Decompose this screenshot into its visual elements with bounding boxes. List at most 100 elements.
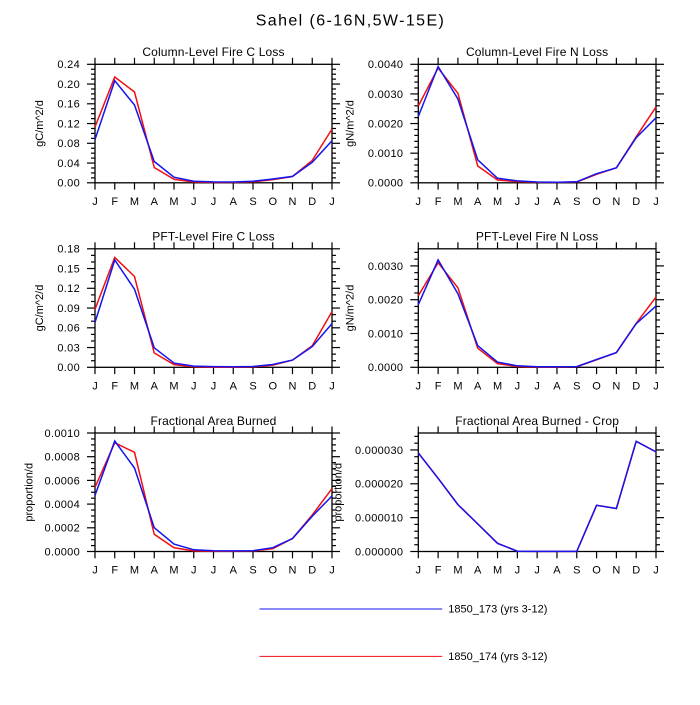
svg-text:0.000020: 0.000020 bbox=[355, 479, 403, 491]
svg-text:J: J bbox=[191, 381, 197, 393]
svg-text:M: M bbox=[453, 196, 462, 208]
svg-text:0.0020: 0.0020 bbox=[368, 118, 403, 130]
svg-text:0.24: 0.24 bbox=[57, 59, 80, 71]
svg-text:N: N bbox=[289, 565, 297, 577]
svg-text:J: J bbox=[515, 565, 521, 577]
svg-text:N: N bbox=[612, 381, 620, 393]
svg-text:Sahel (6-16N,5W-15E): Sahel (6-16N,5W-15E) bbox=[256, 13, 446, 30]
svg-text:J: J bbox=[515, 381, 521, 393]
svg-text:O: O bbox=[592, 196, 601, 208]
svg-text:0.00: 0.00 bbox=[57, 178, 80, 190]
svg-text:J: J bbox=[211, 381, 217, 393]
svg-text:N: N bbox=[612, 565, 620, 577]
svg-text:J: J bbox=[211, 196, 217, 208]
svg-text:gC/m^2/d: gC/m^2/d bbox=[34, 285, 46, 332]
svg-text:Column-Level Fire C Loss: Column-Level Fire C Loss bbox=[142, 45, 284, 59]
svg-text:M: M bbox=[493, 196, 502, 208]
svg-text:0.18: 0.18 bbox=[57, 244, 80, 256]
svg-text:0.0000: 0.0000 bbox=[368, 178, 403, 190]
svg-text:N: N bbox=[612, 196, 620, 208]
svg-text:0.0000: 0.0000 bbox=[368, 362, 403, 374]
svg-text:J: J bbox=[515, 196, 521, 208]
svg-text:M: M bbox=[453, 381, 462, 393]
svg-text:PFT-Level Fire C Loss: PFT-Level Fire C Loss bbox=[152, 230, 275, 244]
svg-text:A: A bbox=[151, 196, 159, 208]
svg-text:O: O bbox=[268, 565, 277, 577]
svg-text:0.12: 0.12 bbox=[57, 118, 80, 130]
svg-text:Column-Level Fire N Loss: Column-Level Fire N Loss bbox=[466, 45, 608, 59]
svg-text:0.16: 0.16 bbox=[57, 99, 80, 111]
svg-text:J: J bbox=[329, 381, 335, 393]
svg-text:0.0010: 0.0010 bbox=[368, 328, 403, 340]
svg-text:A: A bbox=[474, 565, 482, 577]
svg-text:J: J bbox=[653, 196, 659, 208]
svg-text:O: O bbox=[268, 381, 277, 393]
svg-text:0.03: 0.03 bbox=[57, 342, 80, 354]
svg-text:F: F bbox=[111, 196, 118, 208]
svg-text:D: D bbox=[308, 381, 316, 393]
svg-text:O: O bbox=[592, 381, 601, 393]
svg-text:A: A bbox=[553, 196, 561, 208]
svg-text:Fractional Area Burned - Crop: Fractional Area Burned - Crop bbox=[455, 414, 619, 428]
svg-text:0.0002: 0.0002 bbox=[45, 523, 80, 535]
svg-text:O: O bbox=[268, 196, 277, 208]
svg-text:F: F bbox=[111, 381, 118, 393]
svg-text:0.12: 0.12 bbox=[57, 283, 80, 295]
svg-text:A: A bbox=[151, 381, 159, 393]
svg-text:J: J bbox=[92, 381, 98, 393]
svg-text:0.0004: 0.0004 bbox=[45, 499, 80, 511]
svg-text:M: M bbox=[169, 381, 178, 393]
svg-text:0.20: 0.20 bbox=[57, 79, 80, 91]
svg-text:J: J bbox=[534, 381, 540, 393]
svg-text:S: S bbox=[573, 565, 580, 577]
svg-text:M: M bbox=[130, 381, 139, 393]
svg-text:J: J bbox=[416, 381, 422, 393]
svg-text:J: J bbox=[211, 565, 217, 577]
svg-text:J: J bbox=[92, 196, 98, 208]
svg-text:0.0008: 0.0008 bbox=[45, 452, 80, 464]
svg-text:0.00: 0.00 bbox=[57, 362, 80, 374]
svg-text:0.0030: 0.0030 bbox=[368, 261, 403, 273]
svg-text:M: M bbox=[493, 381, 502, 393]
svg-text:PFT-Level Fire N Loss: PFT-Level Fire N Loss bbox=[476, 230, 599, 244]
svg-text:proportion/d: proportion/d bbox=[23, 463, 35, 522]
svg-text:0.09: 0.09 bbox=[57, 303, 80, 315]
svg-text:J: J bbox=[653, 565, 659, 577]
svg-text:M: M bbox=[130, 196, 139, 208]
svg-text:A: A bbox=[553, 381, 561, 393]
svg-text:J: J bbox=[416, 196, 422, 208]
svg-text:M: M bbox=[453, 565, 462, 577]
svg-text:A: A bbox=[474, 381, 482, 393]
svg-text:0.04: 0.04 bbox=[57, 158, 80, 170]
svg-text:proportion/d: proportion/d bbox=[333, 463, 345, 522]
svg-text:J: J bbox=[653, 381, 659, 393]
svg-text:S: S bbox=[249, 565, 256, 577]
svg-text:S: S bbox=[249, 196, 256, 208]
svg-text:J: J bbox=[534, 565, 540, 577]
svg-text:F: F bbox=[435, 196, 442, 208]
svg-text:J: J bbox=[191, 196, 197, 208]
svg-text:0.0020: 0.0020 bbox=[368, 295, 403, 307]
svg-text:0.0010: 0.0010 bbox=[368, 148, 403, 160]
svg-text:D: D bbox=[308, 565, 316, 577]
svg-text:J: J bbox=[329, 565, 335, 577]
svg-text:M: M bbox=[130, 565, 139, 577]
svg-text:Fractional Area Burned: Fractional Area Burned bbox=[150, 414, 276, 428]
svg-text:D: D bbox=[632, 381, 640, 393]
svg-text:J: J bbox=[92, 565, 98, 577]
svg-text:S: S bbox=[573, 381, 580, 393]
svg-text:M: M bbox=[493, 565, 502, 577]
svg-text:M: M bbox=[169, 196, 178, 208]
svg-text:0.000000: 0.000000 bbox=[355, 546, 403, 558]
svg-text:A: A bbox=[151, 565, 159, 577]
svg-text:O: O bbox=[592, 565, 601, 577]
svg-text:A: A bbox=[230, 196, 238, 208]
svg-text:A: A bbox=[230, 565, 238, 577]
svg-text:D: D bbox=[632, 196, 640, 208]
svg-text:A: A bbox=[230, 381, 238, 393]
svg-text:0.000030: 0.000030 bbox=[355, 445, 403, 457]
svg-text:0.0010: 0.0010 bbox=[45, 428, 80, 440]
svg-text:J: J bbox=[191, 565, 197, 577]
svg-text:0.0040: 0.0040 bbox=[368, 59, 403, 71]
svg-text:N: N bbox=[289, 196, 297, 208]
